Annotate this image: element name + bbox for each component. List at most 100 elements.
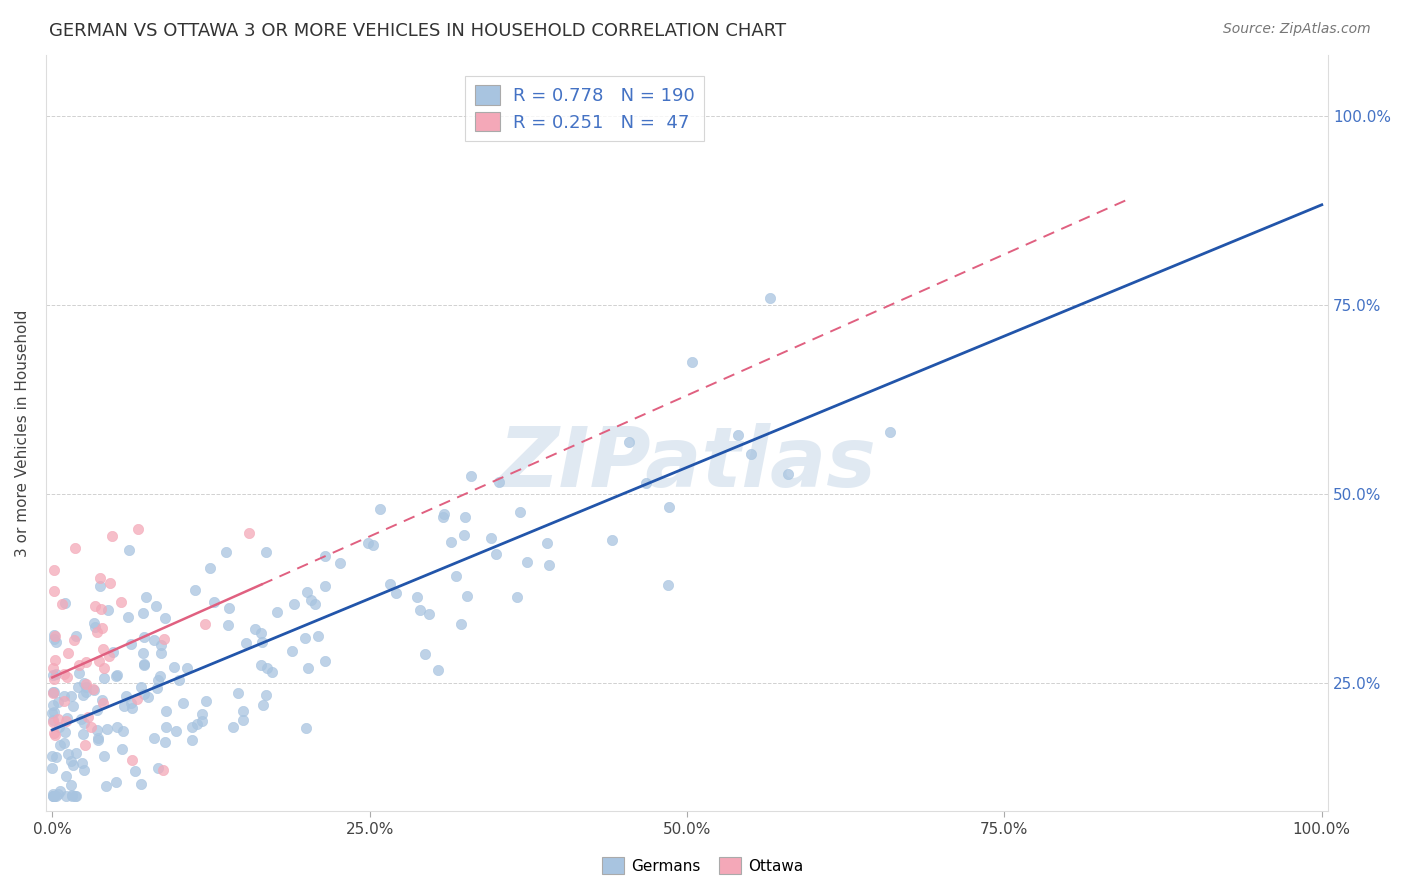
Point bbox=[41, 668, 63, 682]
Point bbox=[146, 681, 169, 696]
Point bbox=[134, 630, 156, 644]
Point bbox=[41, 706, 63, 720]
Point bbox=[44, 653, 66, 667]
Point bbox=[96, 722, 118, 736]
Point bbox=[62, 788, 84, 802]
Point bbox=[117, 610, 139, 624]
Point bbox=[42, 713, 65, 727]
Point bbox=[357, 535, 380, 549]
Point bbox=[129, 776, 152, 790]
Point bbox=[62, 699, 84, 714]
Point bbox=[149, 669, 172, 683]
Point bbox=[91, 692, 114, 706]
Point bbox=[214, 545, 236, 559]
Point bbox=[121, 701, 143, 715]
Point bbox=[636, 475, 658, 490]
Point bbox=[84, 599, 107, 614]
Point bbox=[65, 629, 87, 643]
Point bbox=[59, 754, 82, 768]
Point bbox=[186, 717, 208, 731]
Point bbox=[103, 645, 125, 659]
Point bbox=[58, 812, 80, 826]
Point bbox=[150, 646, 173, 660]
Point bbox=[53, 690, 76, 704]
Point bbox=[65, 789, 87, 804]
Point bbox=[165, 723, 187, 738]
Point bbox=[485, 547, 508, 561]
Point bbox=[619, 435, 641, 450]
Point bbox=[250, 658, 273, 673]
Point bbox=[51, 597, 73, 611]
Point bbox=[132, 657, 155, 671]
Point bbox=[67, 657, 90, 672]
Point bbox=[91, 642, 114, 657]
Point bbox=[314, 653, 336, 667]
Point bbox=[252, 698, 274, 713]
Point bbox=[73, 676, 96, 690]
Point bbox=[295, 584, 318, 599]
Legend: R = 0.778   N = 190, R = 0.251   N =  47: R = 0.778 N = 190, R = 0.251 N = 47 bbox=[465, 76, 704, 142]
Point bbox=[153, 735, 176, 749]
Point bbox=[87, 731, 110, 745]
Point bbox=[243, 622, 266, 636]
Point bbox=[658, 500, 681, 515]
Point bbox=[150, 638, 173, 652]
Point bbox=[86, 723, 108, 738]
Point bbox=[104, 669, 127, 683]
Point bbox=[104, 774, 127, 789]
Point bbox=[657, 578, 679, 592]
Point bbox=[52, 736, 75, 750]
Point bbox=[55, 789, 77, 804]
Point bbox=[72, 756, 94, 770]
Point bbox=[454, 510, 477, 524]
Point bbox=[72, 727, 94, 741]
Point bbox=[307, 629, 329, 643]
Point bbox=[202, 595, 225, 609]
Point bbox=[152, 632, 174, 646]
Point bbox=[218, 601, 240, 615]
Point bbox=[55, 714, 77, 728]
Point bbox=[440, 534, 463, 549]
Point bbox=[98, 575, 121, 590]
Point bbox=[63, 633, 86, 648]
Point bbox=[91, 621, 114, 635]
Point bbox=[415, 647, 437, 661]
Point bbox=[222, 720, 245, 734]
Point bbox=[740, 447, 762, 461]
Point bbox=[378, 577, 401, 591]
Point bbox=[97, 603, 120, 617]
Point bbox=[217, 618, 239, 632]
Point bbox=[681, 355, 703, 369]
Point bbox=[42, 584, 65, 599]
Point bbox=[238, 526, 260, 541]
Point bbox=[73, 763, 96, 777]
Point bbox=[418, 607, 440, 621]
Point bbox=[45, 635, 67, 649]
Point bbox=[67, 666, 90, 681]
Point bbox=[42, 789, 65, 804]
Legend: Germans, Ottawa: Germans, Ottawa bbox=[596, 851, 810, 880]
Point bbox=[406, 590, 429, 604]
Point bbox=[53, 596, 76, 610]
Point bbox=[94, 779, 117, 793]
Point bbox=[254, 688, 277, 702]
Point bbox=[256, 660, 278, 674]
Point bbox=[283, 597, 305, 611]
Point bbox=[456, 590, 478, 604]
Point bbox=[314, 549, 336, 563]
Point bbox=[73, 715, 96, 730]
Point bbox=[120, 696, 142, 710]
Point bbox=[450, 616, 472, 631]
Point bbox=[280, 643, 302, 657]
Point bbox=[87, 654, 110, 668]
Point bbox=[89, 571, 111, 585]
Point bbox=[59, 778, 82, 792]
Point bbox=[110, 594, 132, 608]
Point bbox=[53, 693, 76, 707]
Point bbox=[879, 425, 901, 439]
Point bbox=[46, 712, 69, 726]
Point bbox=[53, 724, 76, 739]
Point bbox=[76, 710, 98, 724]
Text: Source: ZipAtlas.com: Source: ZipAtlas.com bbox=[1223, 22, 1371, 37]
Point bbox=[121, 753, 143, 767]
